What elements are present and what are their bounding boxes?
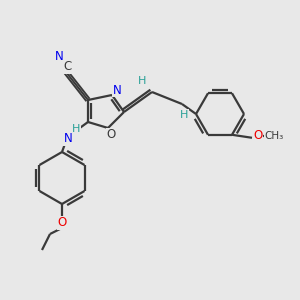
Text: CH₃: CH₃ <box>264 131 284 141</box>
Text: C: C <box>64 61 72 74</box>
Text: H: H <box>180 110 188 120</box>
Text: O: O <box>106 128 116 142</box>
Text: H: H <box>72 124 80 134</box>
Text: O: O <box>254 129 262 142</box>
Text: N: N <box>55 50 63 62</box>
Text: O: O <box>57 217 67 230</box>
Text: H: H <box>138 76 146 86</box>
Text: N: N <box>112 83 122 97</box>
Text: N: N <box>64 133 72 146</box>
